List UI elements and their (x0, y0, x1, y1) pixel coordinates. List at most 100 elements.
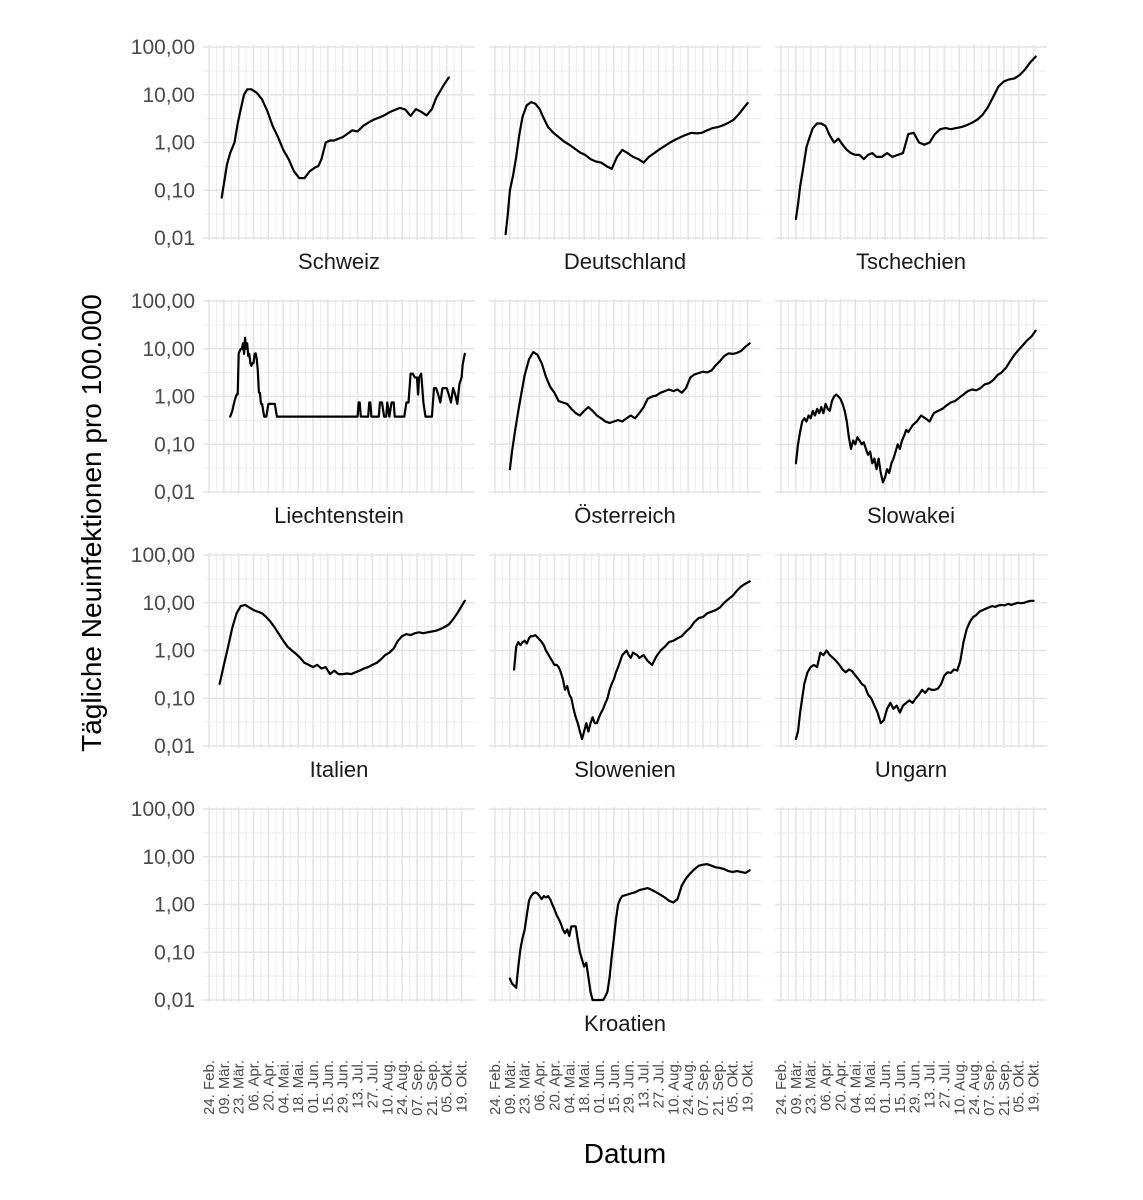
facet-label: Tschechien (856, 249, 966, 274)
x-tick-label: 18. Mai. (862, 1060, 879, 1113)
x-tick-label: 27. Jul. (364, 1060, 381, 1108)
x-tick-label: 01. Jun. (305, 1060, 322, 1113)
facet-label: Ungarn (875, 757, 947, 782)
y-tick-label: 100,00 (131, 544, 195, 567)
x-tick-label: 23. Mär. (803, 1060, 820, 1114)
facet-label: Liechtenstein (274, 503, 404, 528)
x-tick-label: 04. Mai. (847, 1060, 864, 1113)
x-tick-label: 29. Jun. (907, 1060, 924, 1113)
x-tick-label: 13. Jul. (922, 1060, 939, 1108)
series-line-schweiz (220, 76, 450, 199)
x-tick-label: 24. Aug. (680, 1060, 697, 1115)
x-tick-label: 19. Okt. (1026, 1060, 1043, 1113)
facet-panel: Österreich (489, 299, 761, 528)
panels-layer: 0,01 0,10 1,00 10,00 100,00 Schweiz Deutschlan… (131, 36, 1047, 1116)
x-tick-label: 09. Mär. (216, 1060, 233, 1114)
x-tick-label: 18. Mai. (290, 1060, 307, 1113)
x-tick-label: 10. Aug. (379, 1060, 396, 1115)
y-tick-label: 0,01 (154, 227, 195, 250)
x-tick-label: 10. Aug. (951, 1060, 968, 1115)
x-tick-label: 20. Apr. (546, 1060, 563, 1111)
facet-label: Schweiz (298, 249, 380, 274)
y-tick-label: 1,00 (154, 132, 195, 155)
series-line-slowakei (794, 329, 1037, 484)
series-line-österreich (508, 342, 751, 471)
x-tick-label: 06. Apr. (818, 1060, 835, 1111)
facet-panel: Tschechien (775, 45, 1047, 274)
facet-panel: Deutschland (489, 45, 761, 274)
x-tick-label: 10. Aug. (665, 1060, 682, 1115)
x-tick-label: 15. Jun. (892, 1060, 909, 1113)
x-tick-label: 24. Feb. (487, 1060, 504, 1115)
x-tick-label: 20. Apr. (832, 1060, 849, 1111)
y-tick-label: 10,00 (142, 846, 195, 869)
series-line-tschechien (794, 55, 1037, 221)
facet-panel: 0,01 0,10 1,00 10,00 100,00 Schweiz (131, 36, 475, 274)
facet-panel: Kroatien 24. Feb.09. Mär.23. Mär.06. Apr.… (487, 807, 761, 1116)
series-line-ungarn (794, 599, 1035, 741)
y-axis-title: Tägliche Neuinfektionen pro 100.000 (76, 294, 107, 752)
x-tick-label: 21. Sep. (710, 1060, 727, 1116)
x-tick-label: 05. Okt. (725, 1060, 742, 1113)
facet-panel: Slowenien (489, 553, 761, 782)
y-tick-label: 10,00 (142, 84, 195, 107)
x-tick-label: 05. Okt. (439, 1060, 456, 1113)
facet-label: Slowakei (867, 503, 955, 528)
y-tick-label: 100,00 (131, 290, 195, 313)
x-tick-label: 27. Jul. (936, 1060, 953, 1108)
x-tick-label: 13. Jul. (350, 1060, 367, 1108)
x-tick-label: 07. Sep. (981, 1060, 998, 1116)
x-tick-label: 29. Jun. (335, 1060, 352, 1113)
facet-panel: 0,01 0,10 1,00 10,00 100,00 Italien (131, 544, 475, 782)
x-tick-label: 24. Feb. (201, 1060, 218, 1115)
x-tick-label: 19. Okt. (454, 1060, 471, 1113)
x-tick-label: 04. Mai. (275, 1060, 292, 1113)
facet-label: Kroatien (584, 1011, 666, 1036)
x-tick-label: 06. Apr. (246, 1060, 263, 1111)
x-tick-label: 13. Jul. (636, 1060, 653, 1108)
y-tick-label: 0,01 (154, 481, 195, 504)
facet-panel: 0,01 0,10 1,00 10,00 100,00 Liechtenstein (131, 290, 475, 528)
x-tick-label: 09. Mär. (788, 1060, 805, 1114)
series-line-liechtenstein (229, 336, 466, 418)
y-tick-label: 0,10 (154, 687, 195, 710)
x-axis-title: Datum (584, 1138, 666, 1169)
x-tick-label: 29. Jun. (621, 1060, 638, 1113)
x-tick-label: 21. Sep. (424, 1060, 441, 1116)
x-tick-label: 07. Sep. (409, 1060, 426, 1116)
y-tick-label: 0,01 (154, 735, 195, 758)
series-line-kroatien (508, 863, 751, 1002)
y-tick-label: 1,00 (154, 386, 195, 409)
facet-label: Deutschland (564, 249, 686, 274)
y-tick-label: 10,00 (142, 338, 195, 361)
x-tick-label: 27. Jul. (650, 1060, 667, 1108)
x-tick-label: 20. Apr. (260, 1060, 277, 1111)
y-tick-label: 0,10 (154, 941, 195, 964)
x-tick-label: 23. Mär. (517, 1060, 534, 1114)
facet-panel: Ungarn (775, 553, 1047, 782)
x-tick-label: 04. Mai. (561, 1060, 578, 1113)
y-tick-label: 10,00 (142, 592, 195, 615)
x-tick-label: 01. Jun. (877, 1060, 894, 1113)
y-tick-label: 1,00 (154, 640, 195, 663)
x-tick-label: 23. Mär. (231, 1060, 248, 1114)
series-line-slowenien (513, 580, 751, 741)
x-tick-label: 21. Sep. (996, 1060, 1013, 1116)
x-tick-label: 15. Jun. (606, 1060, 623, 1113)
x-tick-label: 19. Okt. (740, 1060, 757, 1113)
x-tick-label: 07. Sep. (695, 1060, 712, 1116)
y-tick-label: 100,00 (131, 36, 195, 59)
y-tick-label: 0,01 (154, 989, 195, 1012)
y-tick-label: 0,10 (154, 179, 195, 202)
facet-panel: 24. Feb.09. Mär.23. Mär.06. Apr.20. Apr.… (773, 807, 1047, 1116)
x-tick-label: 09. Mär. (502, 1060, 519, 1114)
x-tick-label: 15. Jun. (320, 1060, 337, 1113)
facet-label: Slowenien (574, 757, 676, 782)
x-tick-label: 18. Mai. (576, 1060, 593, 1113)
x-tick-label: 05. Okt. (1011, 1060, 1028, 1113)
series-line-deutschland (504, 101, 749, 236)
y-tick-label: 1,00 (154, 894, 195, 917)
